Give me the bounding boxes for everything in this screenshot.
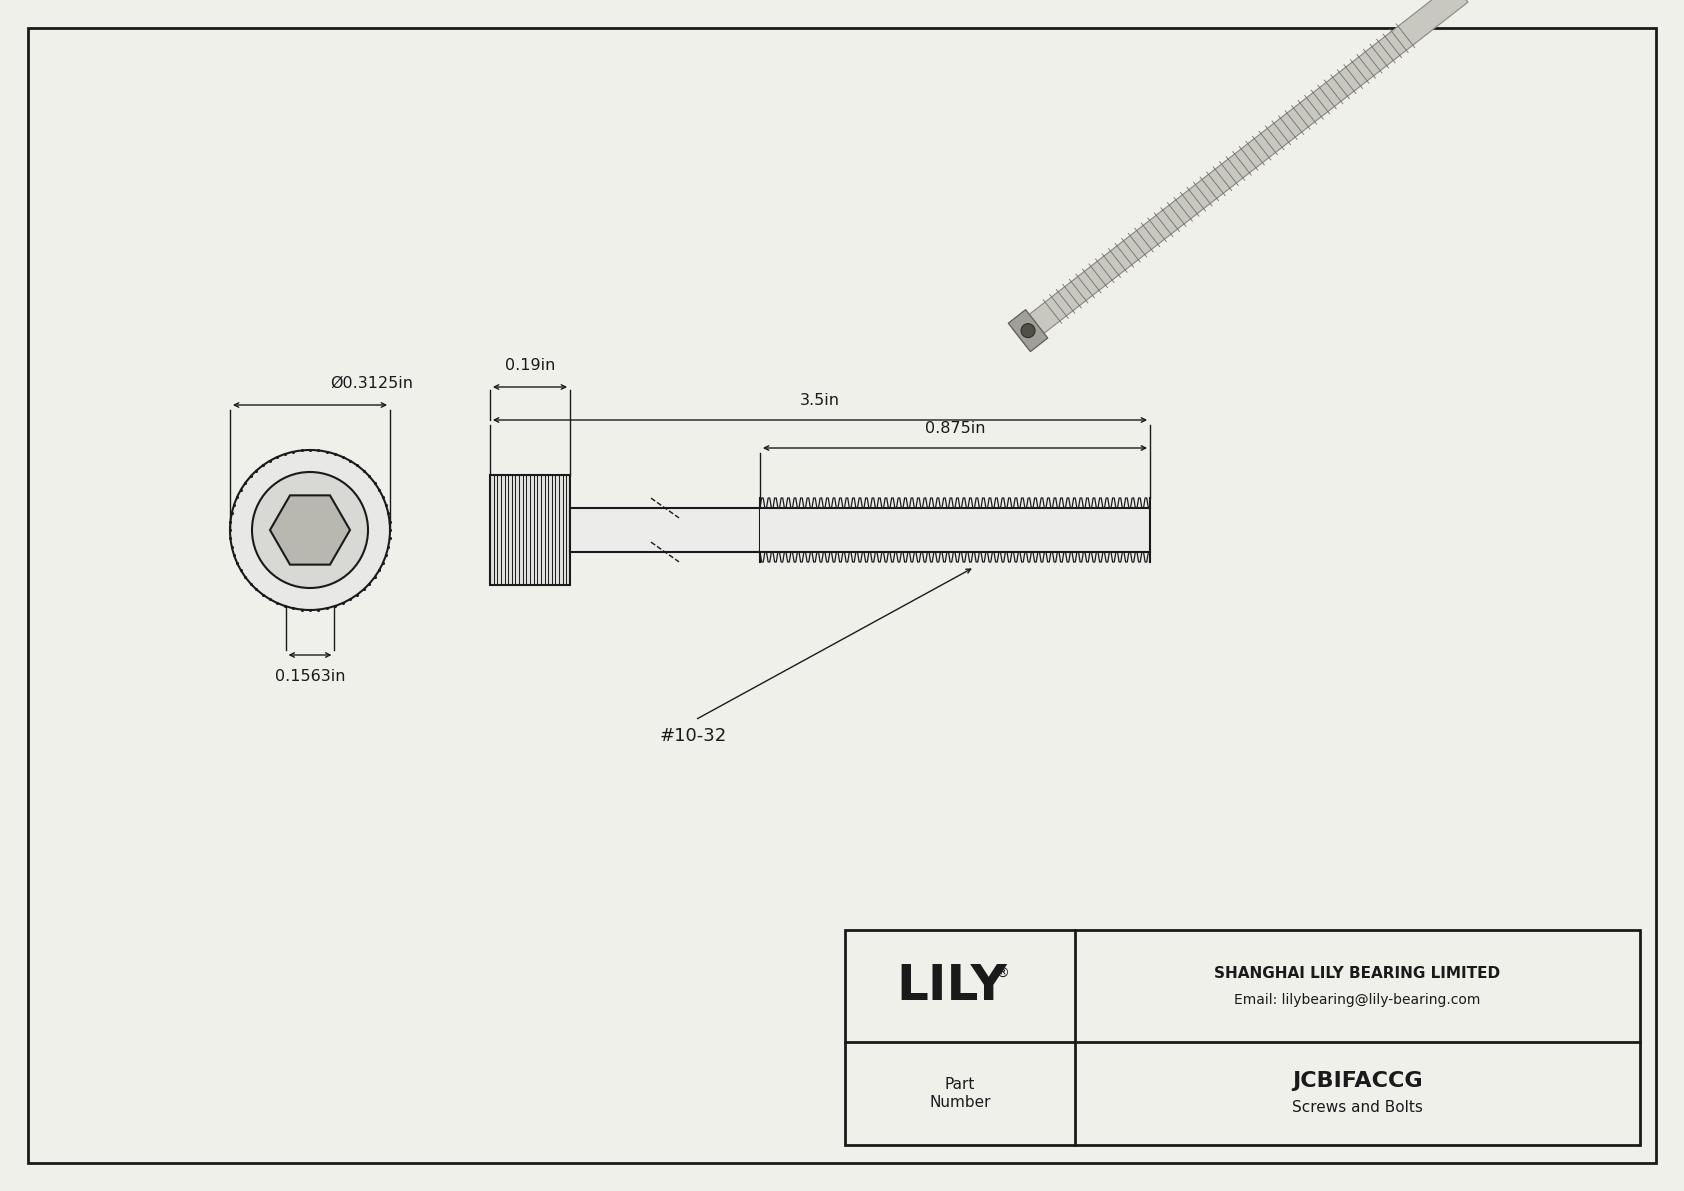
Polygon shape bbox=[759, 498, 1150, 562]
Text: SHANGHAI LILY BEARING LIMITED: SHANGHAI LILY BEARING LIMITED bbox=[1214, 966, 1500, 981]
Circle shape bbox=[253, 472, 369, 588]
Text: Part
Number: Part Number bbox=[930, 1077, 990, 1110]
Text: Email: lilybearing@lily-bearing.com: Email: lilybearing@lily-bearing.com bbox=[1234, 993, 1480, 1006]
Text: JCBIFACCG: JCBIFACCG bbox=[1292, 1072, 1423, 1091]
Text: 0.875in: 0.875in bbox=[925, 420, 985, 436]
Text: 0.19in: 0.19in bbox=[505, 358, 556, 373]
Circle shape bbox=[1021, 324, 1036, 337]
Polygon shape bbox=[490, 475, 569, 585]
Text: Ø0.3125in: Ø0.3125in bbox=[330, 376, 413, 391]
Polygon shape bbox=[269, 495, 350, 565]
Circle shape bbox=[231, 450, 391, 610]
Polygon shape bbox=[1009, 310, 1047, 351]
Text: 3.5in: 3.5in bbox=[800, 393, 840, 409]
Text: LILY: LILY bbox=[896, 962, 1007, 1010]
Text: Screws and Bolts: Screws and Bolts bbox=[1292, 1100, 1423, 1115]
Text: #10-32: #10-32 bbox=[660, 727, 727, 746]
Text: 0.1563in: 0.1563in bbox=[274, 669, 345, 684]
Polygon shape bbox=[845, 930, 1640, 1145]
Polygon shape bbox=[569, 509, 759, 551]
Polygon shape bbox=[1012, 0, 1468, 347]
Text: ®: ® bbox=[995, 967, 1009, 981]
